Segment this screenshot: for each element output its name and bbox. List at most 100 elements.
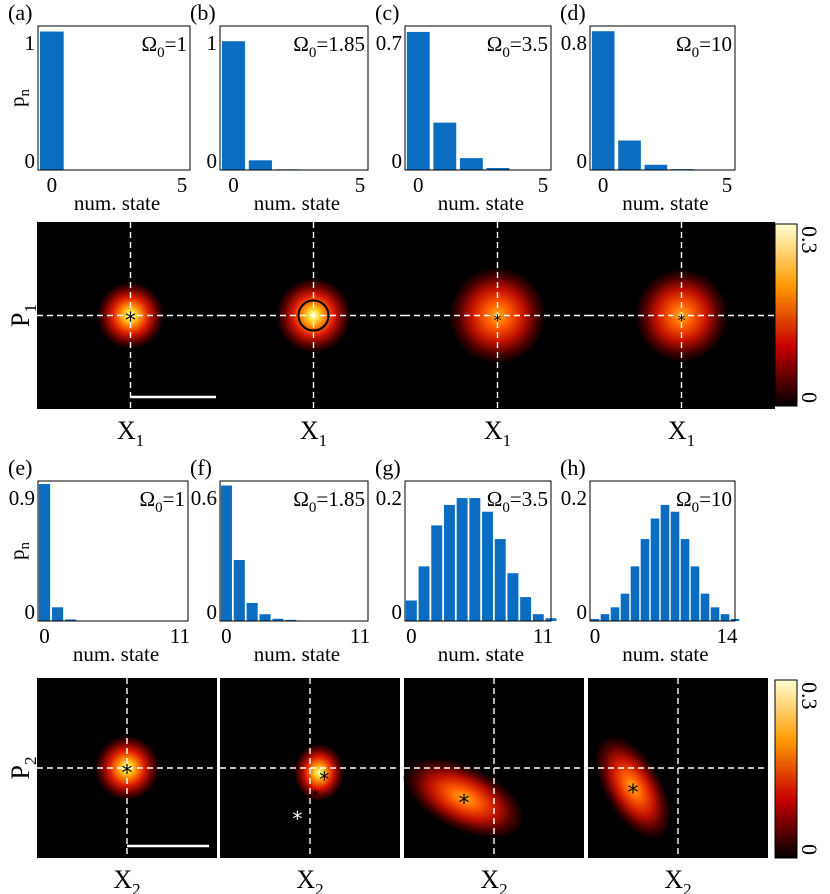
star-marker: * (292, 807, 302, 831)
bar (233, 560, 245, 621)
x-tick-label: 11 (533, 624, 553, 648)
omega-value: =1.85 (316, 487, 365, 511)
scale-bar-label: 5 (168, 371, 179, 396)
x-axis-label: num. state (254, 642, 340, 666)
map-panel-label: B (228, 683, 242, 707)
map-panel-label: D (596, 227, 611, 251)
x-tick-label: 5 (355, 173, 366, 197)
omega-annotation: Ω0=1.85 (293, 487, 365, 516)
map-x-axis-label-main: X (117, 416, 136, 445)
bar (640, 539, 650, 621)
y-tick-label: 0.8 (561, 31, 587, 55)
x-tick-label: 0 (39, 624, 50, 648)
panel-label: (h) (560, 455, 586, 480)
map-y-axis-label-sub: 2 (21, 757, 40, 766)
map-x-axis-label: X2 (296, 865, 323, 894)
y-tick-label: 0 (392, 600, 403, 624)
map-x-axis-label: X1 (484, 416, 511, 450)
bar (456, 498, 468, 621)
map-y-axis-label: P2 (6, 757, 40, 780)
x-tick-label: 14 (717, 624, 739, 648)
phase-space-map: ***BX2 (220, 678, 400, 894)
map-x-axis-label: X1 (300, 416, 327, 450)
panel-label: (e) (8, 455, 32, 480)
omega-annotation: Ω0=3.5 (487, 487, 548, 516)
panel-label: (g) (375, 455, 401, 480)
wigner-density (293, 743, 345, 802)
bar (620, 593, 630, 621)
y-tick-label: 0.2 (561, 486, 587, 510)
x-tick-label: 5 (722, 173, 733, 197)
x-tick-label: 0 (406, 624, 417, 648)
bar (459, 158, 483, 170)
y-tick-label: 0.7 (376, 31, 402, 55)
y-axis-label: pn (5, 542, 33, 561)
omega-annotation: Ω0=1 (140, 487, 185, 516)
omega-symbol: Ω (487, 32, 503, 56)
map-x-axis-label-main: X (664, 865, 683, 894)
bar (431, 525, 443, 621)
star-marker: * (319, 767, 329, 791)
omega-value: =10 (699, 487, 732, 511)
map-x-axis-label-sub: 1 (319, 431, 328, 450)
x-axis-label: num. state (74, 191, 160, 215)
omega-annotation: Ω0=1.85 (293, 32, 365, 61)
colorbar-min-label: 0 (797, 844, 822, 855)
map-y-axis-label: P1 (6, 304, 40, 327)
omega-symbol: Ω (487, 487, 503, 511)
bar (532, 614, 544, 621)
y-tick-label: 0.2 (376, 486, 402, 510)
map-x-axis-label-sub: 2 (132, 880, 141, 894)
bar (610, 607, 620, 621)
plot-frame (404, 480, 552, 622)
x-axis-label: num. state (622, 642, 708, 666)
omega-subscript: 0 (157, 45, 165, 61)
y-tick-label: 0 (207, 600, 218, 624)
bar (246, 602, 258, 621)
panel-label: (f) (190, 455, 212, 480)
y-tick-label: 0 (577, 600, 588, 624)
bar (507, 573, 519, 621)
map-x-axis-label: X2 (113, 865, 140, 894)
star-marker: * (459, 791, 470, 816)
colorbar-max-label: 0.3 (797, 682, 822, 710)
map-y-axis-label-sub: 1 (21, 304, 40, 313)
map-panel-label: A (45, 683, 61, 707)
bar (38, 484, 51, 621)
x-tick-label: 0 (413, 173, 424, 197)
map-x-axis-label-main: X (296, 865, 315, 894)
omega-value: =3.5 (510, 32, 548, 56)
bar (494, 539, 506, 621)
x-axis-label: num. state (622, 191, 708, 215)
bar (248, 160, 272, 170)
colorbar: 0.30 (774, 223, 822, 407)
map-x-axis-label-sub: 1 (136, 431, 145, 450)
bar (486, 168, 510, 170)
x-tick-label: 11 (170, 624, 190, 648)
omega-symbol: Ω (293, 32, 309, 56)
y-axis-label-main: p (5, 550, 29, 561)
map-y-axis-label-main: P (6, 313, 35, 327)
x-tick-label: 0 (598, 173, 609, 197)
panel-label: (c) (375, 0, 399, 25)
bar (520, 597, 532, 621)
map-x-axis-label: X1 (668, 416, 695, 450)
bar (406, 31, 430, 170)
bar (660, 504, 670, 621)
x-axis-label: num. state (438, 191, 524, 215)
star-marker: * (494, 311, 502, 330)
bar (720, 614, 730, 621)
colorbar-max-label: 0.3 (797, 226, 822, 254)
bar (443, 504, 455, 621)
bar (600, 614, 610, 621)
omega-value: =1 (163, 487, 185, 511)
colorbar-gradient (774, 679, 798, 859)
omega-subscript: 0 (692, 45, 700, 61)
